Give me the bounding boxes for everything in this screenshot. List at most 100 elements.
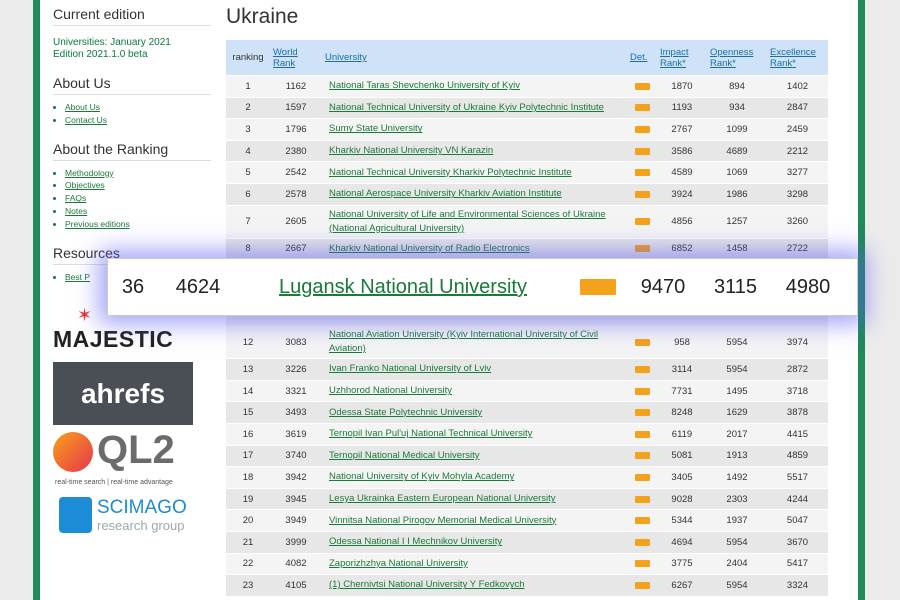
details-button[interactable] [634, 245, 650, 253]
details-button[interactable] [634, 538, 650, 546]
table-row: 19 3945 Lesya Ukrainka Eastern European Na… [226, 488, 828, 511]
university-link[interactable]: (1) Chernivtsi National University Y Fed… [329, 579, 525, 591]
university-link[interactable]: Odessa State Polytechnic University [329, 406, 483, 418]
table-row: 15 3493 Odessa State Polytechnic Universit… [226, 402, 828, 424]
cell: 2605 [270, 214, 322, 229]
cell: 16 [226, 427, 270, 442]
sidebar-link[interactable]: Previous editions [65, 218, 130, 229]
university-link[interactable]: Lesya Ukrainka Eastern European National… [329, 493, 556, 505]
cell: 5047 [767, 513, 828, 528]
cell-value: 1099 [726, 123, 748, 135]
details-button[interactable] [634, 387, 650, 395]
cell: 3405 [657, 470, 707, 485]
scimago-icon [59, 497, 92, 533]
details-button[interactable] [634, 82, 650, 90]
university-link[interactable]: Uzhhorod National University [329, 385, 453, 397]
header-link[interactable]: Det. [630, 52, 648, 63]
details-button[interactable] [634, 147, 650, 155]
details-button[interactable] [634, 473, 650, 481]
university-link[interactable]: National Taras Shevchenko University of … [329, 80, 520, 92]
cell: Odessa National I I Mechnikov University [322, 533, 627, 551]
header-link[interactable]: Impact Rank* [660, 46, 689, 69]
cell: 4689 [707, 144, 767, 159]
cell-value: 3298 [786, 188, 809, 200]
cell: 3493 [270, 405, 322, 420]
cell: 4694 [657, 535, 707, 550]
university-link[interactable]: National Technical University Kharkiv Po… [329, 166, 572, 178]
cell: 5344 [657, 513, 707, 528]
university-link[interactable]: Kharkiv National University of Radio Ele… [329, 242, 530, 254]
cell: 3878 [767, 405, 828, 420]
cell: 6852 [657, 241, 707, 256]
cell: 20 [226, 513, 270, 528]
cell: 3586 [657, 144, 707, 159]
university-link[interactable]: Sumy State University [329, 123, 423, 135]
cell-value: 3619 [285, 428, 307, 440]
details-button[interactable] [634, 452, 650, 460]
logo-ahrefs: ahrefs [53, 362, 193, 425]
cell-value: 1193 [671, 102, 693, 114]
cell: (1) Chernivtsi National University Y Fed… [322, 576, 627, 594]
university-link[interactable]: National Aviation University (Kyiv Inter… [329, 329, 599, 355]
details-button[interactable] [634, 409, 650, 417]
cell: 4244 [767, 492, 828, 507]
university-link[interactable]: National University of Life and Environm… [329, 208, 606, 234]
table-row: 23 4105 (1) Chernivtsi National University… [226, 575, 828, 597]
header-cell: Det. [627, 50, 657, 65]
sidebar-link[interactable]: Best P [65, 271, 91, 282]
sidebar-link[interactable]: Objectives [65, 180, 105, 191]
details-button[interactable] [634, 430, 650, 438]
header-link[interactable]: Excellence Rank* [770, 46, 816, 69]
cell-value: 4689 [726, 145, 748, 157]
table-row: 14 3321 Uzhhorod National University 7731 14… [226, 380, 828, 403]
details-button[interactable] [634, 495, 650, 503]
cell-value: 4244 [786, 493, 809, 505]
details-button[interactable] [634, 581, 650, 589]
cell: Vinnitsa National Pirogov Memorial Medic… [322, 512, 627, 530]
details-cell [627, 214, 657, 229]
details-button[interactable] [634, 169, 650, 177]
university-link[interactable]: Zaporizhzhya National University [329, 557, 468, 569]
cell: 958 [657, 335, 707, 350]
university-link[interactable]: National University of Kyiv Mohyla Acade… [329, 471, 515, 483]
cell: Lugansk National University [238, 276, 568, 298]
university-link[interactable]: Ternopil National Medical University [329, 449, 480, 461]
sidebar-link[interactable]: Contact Us [65, 114, 108, 125]
details-button[interactable] [580, 279, 616, 296]
university-link[interactable]: National Aerospace University Kharkiv Av… [329, 188, 562, 200]
list-item: About Us [65, 101, 211, 114]
details-button[interactable] [634, 218, 650, 226]
header-cell: University [322, 50, 627, 65]
cell: 1492 [707, 470, 767, 485]
cell: 4105 [270, 578, 322, 593]
cell-value: 3586 [671, 145, 693, 157]
university-link[interactable]: National Technical University of Ukraine… [329, 101, 604, 113]
university-link[interactable]: Kharkiv National University VN Karazin [329, 145, 494, 157]
details-button[interactable] [634, 560, 650, 568]
cell: 3949 [270, 513, 322, 528]
university-link[interactable]: Odessa National I I Mechnikov University [329, 536, 503, 548]
cell: 1162 [270, 79, 322, 94]
sidebar-link[interactable]: Notes [65, 205, 88, 216]
details-button[interactable] [634, 517, 650, 525]
cell: 7731 [657, 384, 707, 399]
university-link[interactable]: Lugansk National University [279, 276, 527, 298]
university-link[interactable]: Ternopil Ivan Pul'uj National Technical … [329, 428, 533, 440]
cell: 3740 [270, 448, 322, 463]
details-button[interactable] [634, 365, 650, 373]
header-link[interactable]: Openness Rank* [710, 46, 754, 69]
cell-value: 6119 [671, 428, 693, 440]
sidebar-link[interactable]: FAQs [65, 193, 87, 204]
cell: 9028 [657, 492, 707, 507]
header-link[interactable]: World Rank [273, 46, 298, 69]
details-button[interactable] [634, 190, 650, 198]
cell: 19 [226, 492, 270, 507]
sidebar-link[interactable]: Methodology [65, 167, 114, 178]
details-button[interactable] [634, 104, 650, 112]
university-link[interactable]: Vinnitsa National Pirogov Memorial Medic… [329, 514, 557, 526]
header-link[interactable]: University [325, 52, 367, 63]
details-button[interactable] [634, 125, 650, 133]
details-button[interactable] [634, 338, 650, 346]
university-link[interactable]: Ivan Franko National University of Lviv [329, 363, 492, 375]
sidebar-link[interactable]: About Us [65, 102, 100, 112]
